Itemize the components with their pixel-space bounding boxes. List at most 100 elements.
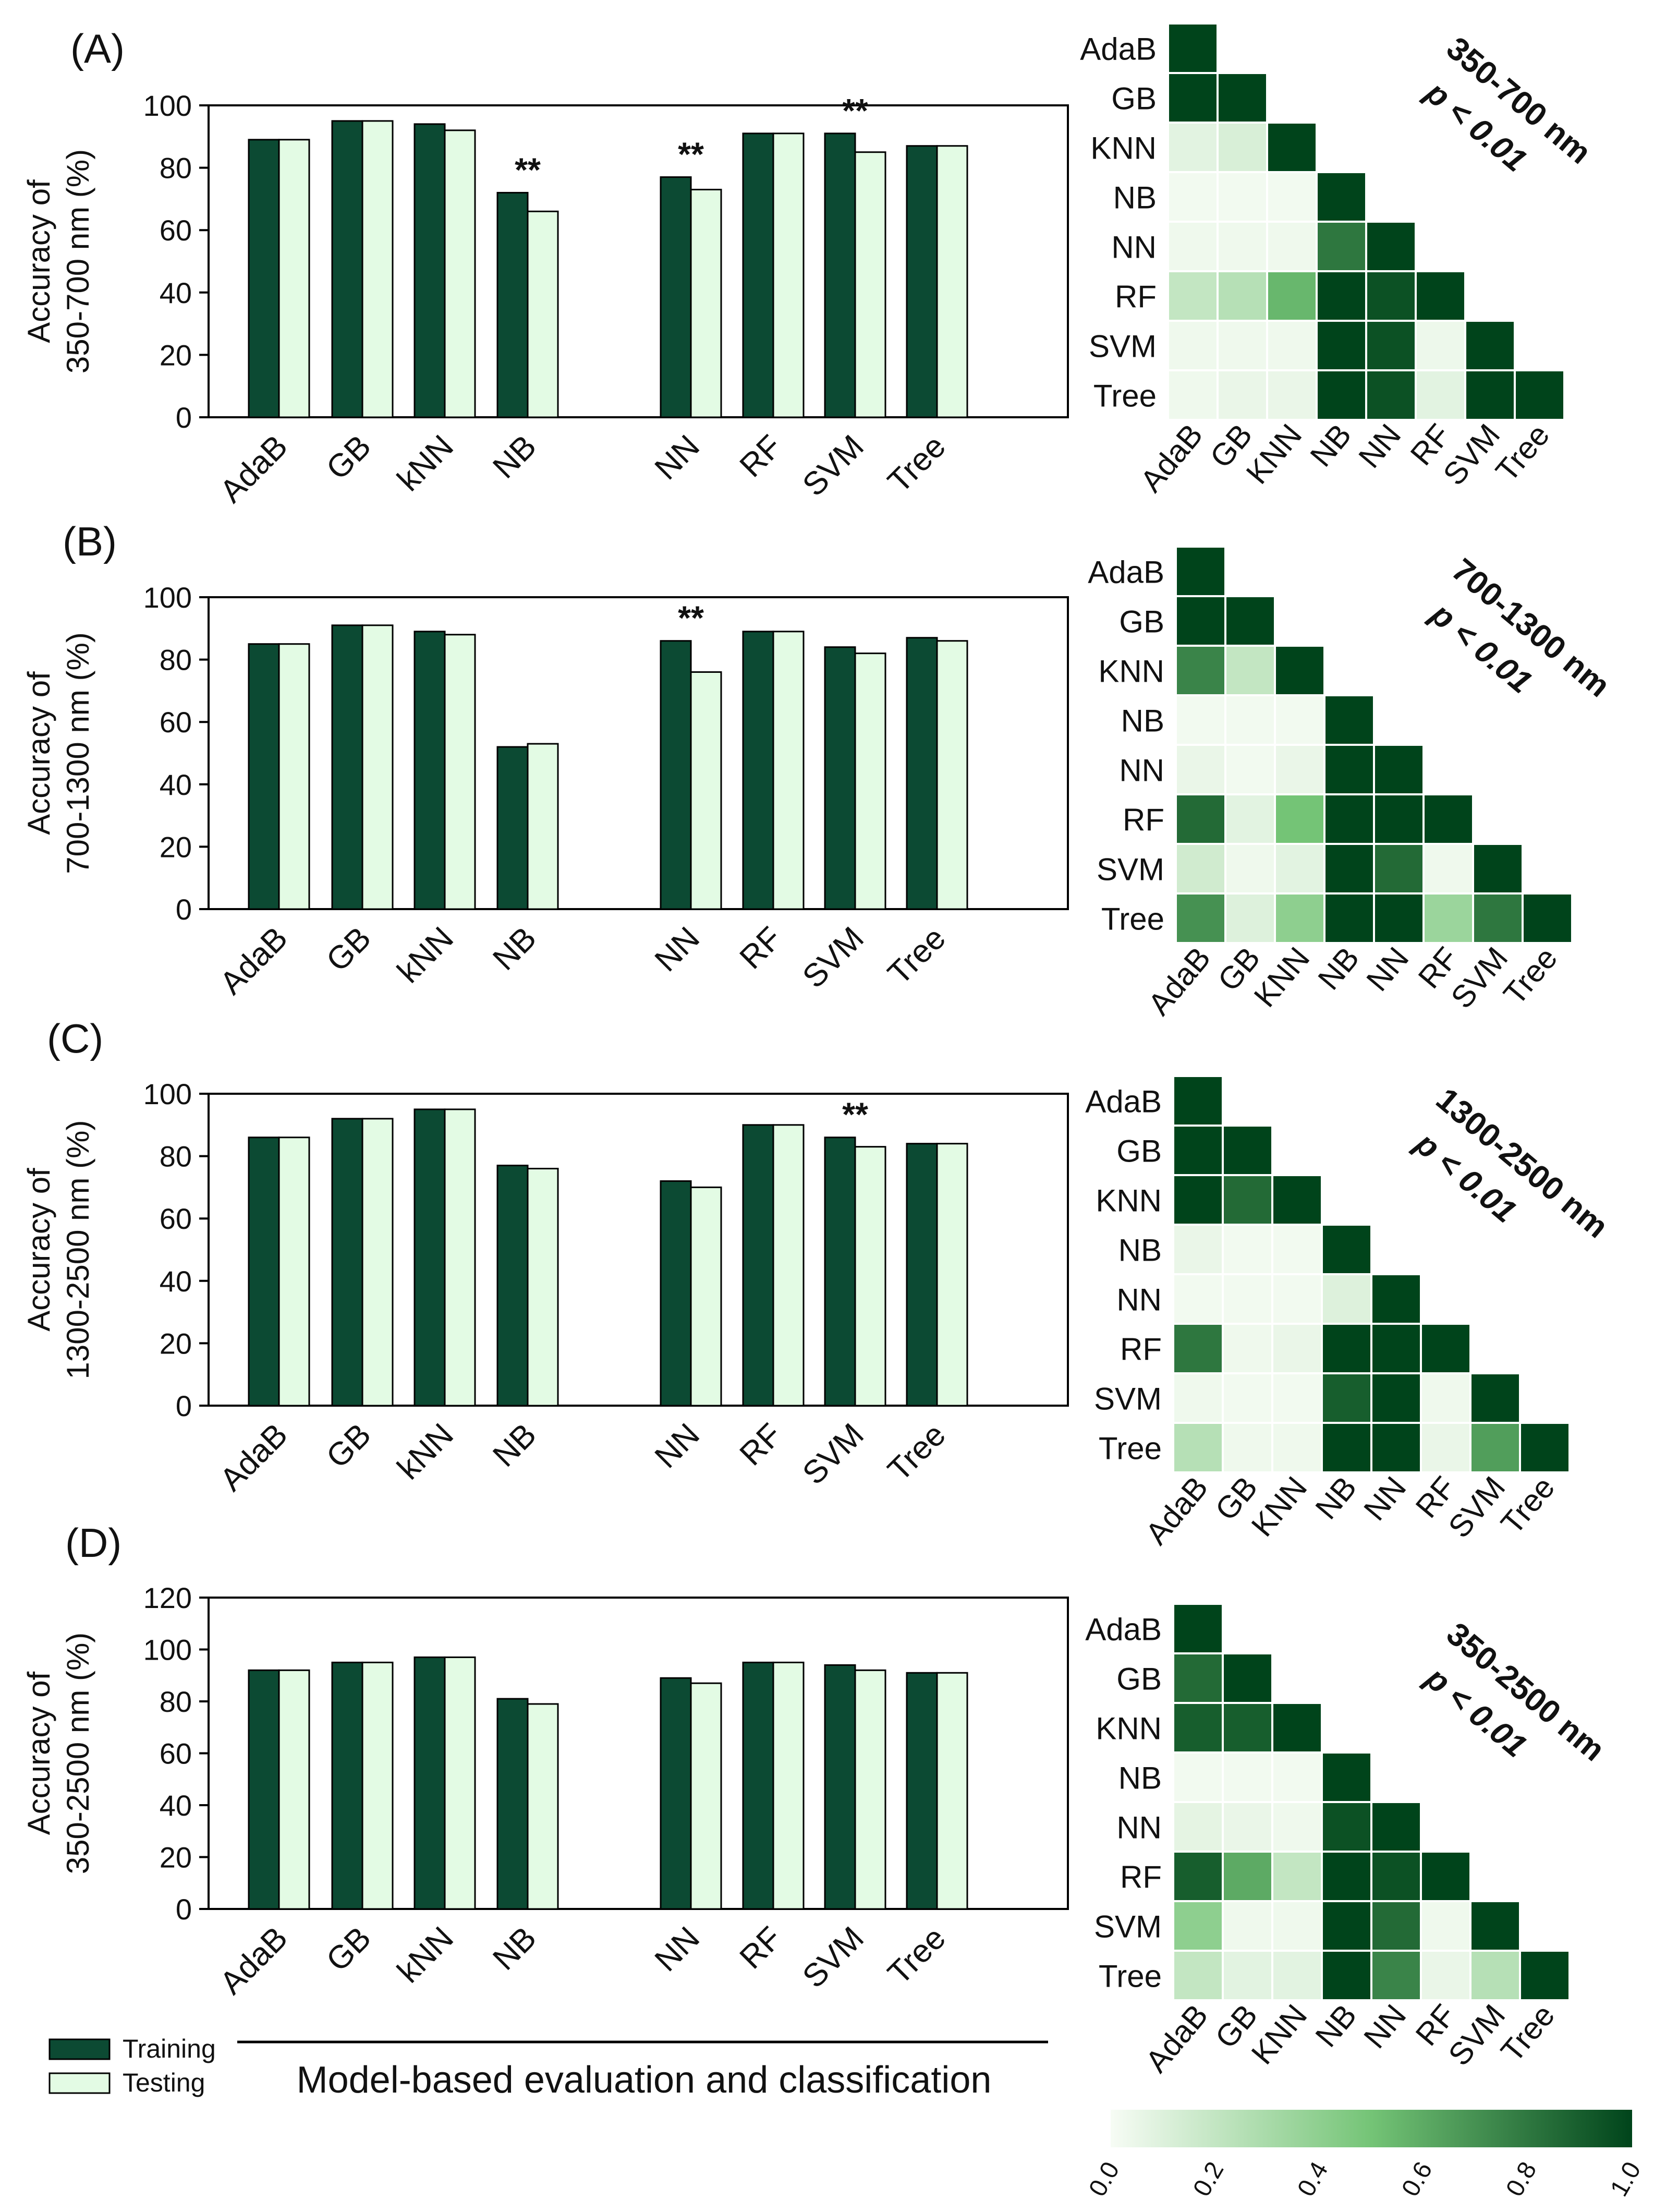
heatmap-col-label: NB bbox=[1311, 940, 1366, 996]
x-tick-label: kNN bbox=[391, 428, 460, 498]
x-tick-label: NB bbox=[486, 1417, 543, 1474]
x-tick-label: GB bbox=[320, 920, 378, 978]
x-tick-label: RF bbox=[733, 1417, 789, 1472]
heatmap-row-label: Tree bbox=[1099, 1431, 1162, 1466]
heatmap-cell bbox=[1323, 694, 1375, 746]
heatmap-cell bbox=[1370, 1801, 1422, 1853]
heatmap-row-label: RF bbox=[1120, 1332, 1162, 1367]
heatmap-cell bbox=[1420, 1851, 1471, 1902]
y-tick-label: 100 bbox=[143, 1634, 192, 1666]
bar-testing-svm bbox=[854, 652, 886, 910]
y-tick-label: 60 bbox=[160, 1737, 192, 1770]
heatmap-cell bbox=[1321, 1323, 1372, 1374]
panel-label: (A) bbox=[70, 26, 125, 71]
heatmap-1: AdaBGBKNNNBNNRFSVMTreeAdaBGBKNNNBNNRFSVM… bbox=[1088, 546, 1617, 1022]
bar-training-gb bbox=[331, 1661, 363, 1910]
heatmap-cell bbox=[1522, 892, 1573, 944]
heatmap-cell bbox=[1172, 1900, 1224, 1952]
bar-testing-gb bbox=[361, 624, 394, 910]
heatmap-cell bbox=[1519, 1422, 1571, 1473]
x-tick-label: AdaB bbox=[213, 428, 295, 510]
heatmap-cell bbox=[1222, 1801, 1273, 1853]
x-axis-label: Model-based evaluation and classificatio… bbox=[297, 2059, 992, 2101]
y-tick-label: 40 bbox=[160, 1265, 192, 1298]
heatmap-cell bbox=[1271, 1422, 1323, 1473]
bar-testing-knn bbox=[444, 129, 476, 418]
heatmap-row-label: GB bbox=[1116, 1134, 1162, 1169]
heatmap-col-label: Tree bbox=[1494, 1470, 1561, 1541]
heatmap-cell bbox=[1316, 320, 1367, 371]
heatmap-cell bbox=[1370, 1372, 1422, 1424]
heatmap-cell bbox=[1365, 320, 1417, 371]
heatmap-cell bbox=[1274, 843, 1325, 895]
heatmap-col-label: NN bbox=[1359, 940, 1415, 997]
heatmap-cell bbox=[1415, 320, 1466, 371]
bar-testing-nn bbox=[690, 671, 722, 910]
heatmap-cell bbox=[1323, 793, 1375, 845]
heatmap-cell bbox=[1222, 1422, 1273, 1473]
y-axis-label-line2: 350-2500 nm (%) bbox=[60, 1633, 95, 1875]
bar-testing-gb bbox=[361, 1661, 394, 1910]
heatmap-row-label: RF bbox=[1120, 1860, 1162, 1895]
x-tick-label: NN bbox=[648, 1417, 707, 1475]
heatmap-cell bbox=[1222, 1900, 1273, 1952]
heatmap-cell bbox=[1316, 270, 1367, 322]
x-tick-label: SVM bbox=[796, 920, 871, 995]
bar-training-adab bbox=[248, 1137, 280, 1407]
heatmap-cell bbox=[1167, 72, 1219, 124]
x-tick-label: SVM bbox=[796, 1417, 871, 1492]
bar-training-knn bbox=[414, 1656, 446, 1910]
bar-testing-knn bbox=[444, 1656, 476, 1910]
heatmap-row-label: RF bbox=[1123, 803, 1164, 838]
colorbar-tick-label: 0.0 bbox=[1084, 2157, 1125, 2201]
heatmap-0: AdaBGBKNNNBNNRFSVMTreeAdaBGBKNNNBNNRFSVM… bbox=[1080, 22, 1598, 499]
heatmap-cell bbox=[1172, 1751, 1224, 1803]
significance-marker: ** bbox=[842, 1096, 868, 1133]
legend-label-testing: Testing bbox=[123, 2068, 205, 2097]
x-tick-label: SVM bbox=[796, 1920, 871, 1995]
y-tick-label: 60 bbox=[160, 214, 192, 247]
heatmap-col-label: KNN bbox=[1247, 940, 1317, 1013]
heatmap-row-label: AdaB bbox=[1080, 32, 1157, 67]
heatmap-cell bbox=[1266, 369, 1318, 421]
legend-swatch-testing bbox=[48, 2072, 111, 2094]
heatmap-cell bbox=[1370, 1900, 1422, 1952]
colorbar-gradient bbox=[1111, 2110, 1632, 2147]
heatmap-col-label: Tree bbox=[1494, 1998, 1561, 2069]
bar-testing-svm bbox=[854, 151, 886, 418]
heatmap-cell bbox=[1370, 1422, 1422, 1473]
heatmap-row-label: AdaB bbox=[1085, 1084, 1162, 1119]
heatmap-row-label: Tree bbox=[1101, 902, 1164, 937]
heatmap-2: AdaBGBKNNNBNNRFSVMTreeAdaBGBKNNNBNNRFSVM… bbox=[1085, 1075, 1615, 1551]
bar-testing-tree bbox=[936, 1672, 968, 1910]
heatmap-cell bbox=[1175, 793, 1226, 845]
heatmap-cell bbox=[1224, 595, 1276, 647]
y-axis-label-line2: 700-1300 nm (%) bbox=[60, 632, 95, 874]
heatmap-cell bbox=[1365, 270, 1417, 322]
heatmap-col-label: SVM bbox=[1444, 940, 1515, 1015]
heatmap-cell bbox=[1415, 270, 1466, 322]
x-tick-label: AdaB bbox=[213, 1920, 295, 2001]
y-tick-label: 80 bbox=[160, 644, 192, 676]
x-tick-label: NN bbox=[648, 1920, 707, 1978]
bar-testing-rf bbox=[772, 1124, 805, 1407]
bar-testing-adab bbox=[278, 139, 310, 418]
heatmap-row-label: NN bbox=[1116, 1283, 1162, 1317]
heatmap-cell bbox=[1266, 320, 1318, 371]
heatmap-cell bbox=[1222, 1273, 1273, 1325]
heatmap-cell bbox=[1266, 122, 1318, 173]
y-axis-label-line2: 350-700 nm (%) bbox=[60, 149, 95, 373]
bar-chart-1: (B) 0 20 40 60 80 100 Accuracy of 700-1300 nm (%… bbox=[21, 518, 1069, 1001]
heatmap-cell bbox=[1172, 1801, 1224, 1853]
bar-training-nn bbox=[660, 1677, 692, 1910]
colorbar-tick-label: 1.0 bbox=[1605, 2157, 1646, 2201]
heatmap-cell bbox=[1420, 1950, 1471, 2001]
y-tick-label: 0 bbox=[176, 1893, 192, 1926]
bar-testing-svm bbox=[854, 1669, 886, 1910]
y-tick-label: 40 bbox=[160, 768, 192, 801]
heatmap-cell bbox=[1271, 1801, 1323, 1853]
bar-testing-rf bbox=[772, 631, 805, 910]
y-axis-label-line2: 1300-2500 nm (%) bbox=[60, 1120, 95, 1380]
heatmap-col-label: Tree bbox=[1489, 417, 1556, 488]
heatmap-cell bbox=[1321, 1950, 1372, 2001]
